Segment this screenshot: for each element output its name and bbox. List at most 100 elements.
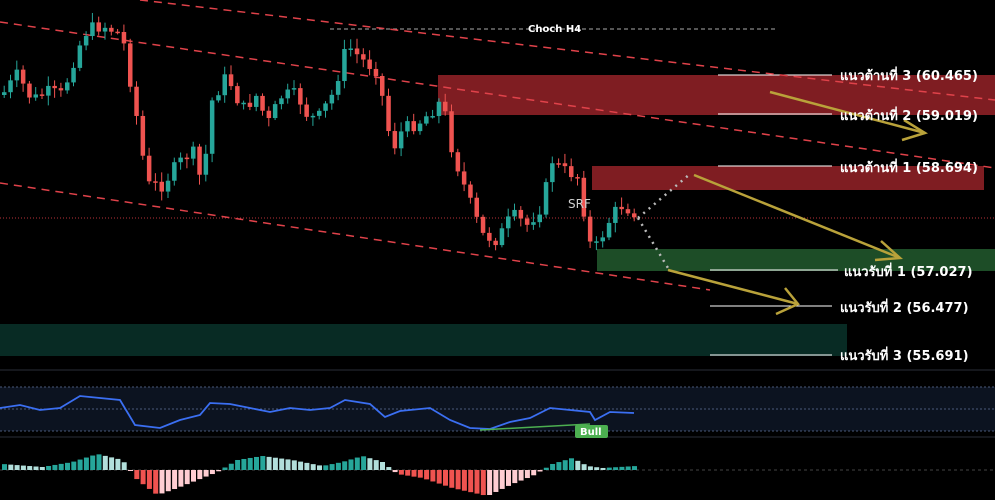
histogram-bar [8, 464, 14, 470]
level-label-s2: แนวรับที่ 2 (56.477) [840, 298, 969, 316]
candle-body [90, 22, 95, 37]
candle-body [33, 94, 38, 98]
level-label-r2: แนวต้านที่ 2 (59.019) [840, 106, 978, 124]
histogram-bar [625, 466, 631, 470]
candle-body [102, 27, 108, 32]
candle-body [531, 222, 536, 225]
histogram-bar [461, 470, 467, 491]
candle-body [335, 81, 341, 95]
candle-body [524, 218, 530, 225]
choch-label: Choch H4 [528, 24, 581, 35]
candle-body [562, 163, 568, 167]
candle-body [172, 162, 177, 181]
candle-body [556, 163, 561, 165]
candle-body [14, 69, 20, 81]
level-label-r3: แนวต้านที่ 3 (60.465) [840, 66, 978, 84]
candle-body [96, 22, 101, 32]
candle-body [449, 111, 454, 153]
histogram-bar [52, 464, 58, 470]
candle-body [581, 177, 587, 217]
candle-body [235, 86, 240, 104]
candle-body [417, 123, 423, 132]
candle-body [203, 153, 209, 175]
candle-body [197, 146, 202, 175]
histogram-bar [159, 470, 165, 494]
candle-body [543, 182, 549, 215]
candle-body [279, 98, 284, 105]
candle-body [58, 88, 64, 91]
candle-body [8, 80, 13, 93]
forecast-arrow-1-head [901, 118, 929, 142]
candle-body [436, 101, 442, 117]
histogram-bar [619, 466, 625, 470]
histogram-bar [632, 466, 637, 470]
candle-body [285, 89, 290, 99]
candle-body [512, 209, 517, 217]
candle-body [228, 74, 234, 87]
histogram-bar [209, 470, 215, 475]
histogram-bar [373, 460, 379, 470]
histogram-bar [449, 470, 455, 488]
histogram-bar [33, 466, 39, 470]
candle-body [373, 68, 379, 76]
histogram-bar [241, 458, 247, 470]
forecast-arrow-3-head [775, 287, 800, 316]
demand-zone [0, 324, 847, 356]
candle-body [430, 116, 435, 118]
candle-body [241, 102, 246, 105]
forecast-arrow-2 [693, 173, 901, 260]
candle-body [537, 214, 542, 223]
candle-body [83, 36, 89, 46]
forecast-arrows [667, 90, 929, 316]
histogram-bar [178, 470, 184, 487]
candle-body [317, 110, 322, 116]
resistance-zone-upper [438, 75, 995, 115]
histogram-bar [46, 465, 52, 470]
forecast-arrow-2-head [874, 240, 904, 262]
histogram-bar [2, 464, 7, 470]
candle-body [354, 48, 360, 55]
histogram-bar [254, 456, 259, 470]
histogram-bar [71, 461, 77, 470]
histogram-bar [153, 470, 159, 494]
histogram-bar [581, 464, 587, 470]
candle-body [398, 131, 404, 149]
candle-body [298, 88, 303, 105]
histogram-bar [235, 459, 241, 470]
candle-body [291, 88, 297, 90]
candle-body [455, 152, 461, 172]
histogram-bar [216, 470, 222, 472]
candle-body [361, 54, 366, 60]
candle-body [65, 82, 70, 91]
histogram-bar [102, 455, 108, 470]
histogram-bar [512, 470, 518, 484]
candle-body [632, 213, 637, 218]
candle-body [115, 31, 120, 34]
histogram-bar [556, 462, 562, 470]
histogram-bar [146, 470, 152, 489]
candle-body [386, 95, 391, 132]
candle-body [20, 69, 26, 84]
candle-body [184, 157, 190, 160]
histogram-bar [443, 470, 448, 486]
candle-body [487, 232, 492, 241]
histogram-bar [304, 462, 310, 470]
histogram-bar [537, 470, 543, 472]
bull-badge [575, 425, 608, 438]
histogram-bar [430, 470, 436, 482]
histogram-bar [468, 470, 474, 493]
candle-body [480, 216, 486, 233]
candle-body [27, 83, 32, 98]
candle-body [392, 131, 398, 149]
candle-body [109, 27, 114, 32]
histogram-bar [203, 470, 209, 477]
histogram-bar [531, 470, 537, 476]
level-label-r1: แนวต้านที่ 1 (58.694) [840, 158, 978, 176]
histogram-bar [279, 458, 285, 470]
candle-body [550, 163, 555, 183]
histogram-bar [27, 466, 33, 470]
candle-body [2, 92, 7, 95]
channel-top-line [139, 0, 995, 101]
histogram-bar [323, 465, 329, 470]
